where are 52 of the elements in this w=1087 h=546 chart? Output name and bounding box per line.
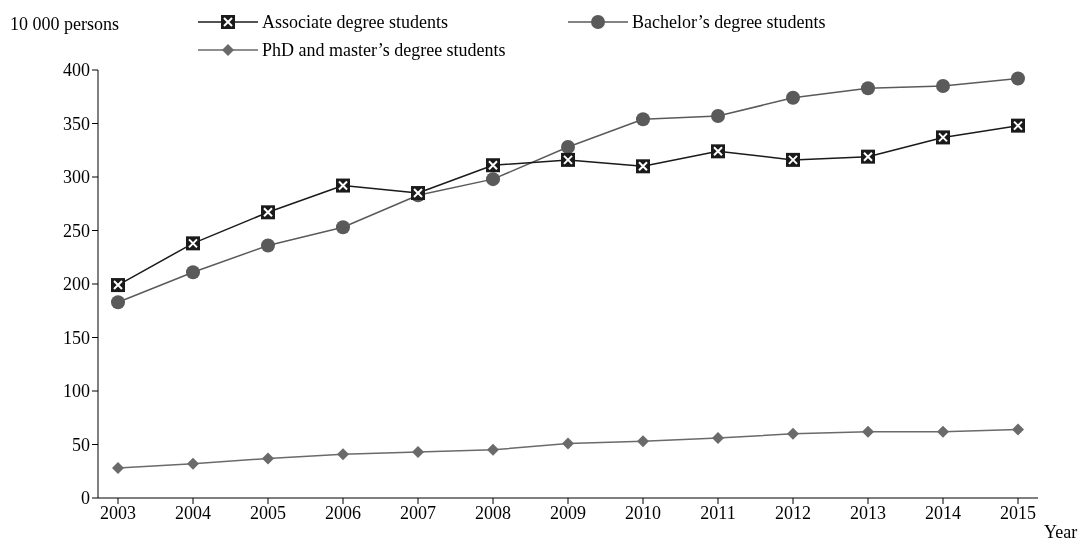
x-axis-title: Year — [1044, 522, 1078, 543]
y-tick-label: 250 — [63, 220, 90, 241]
point — [1012, 423, 1024, 436]
point — [186, 265, 200, 280]
x-tick-label: 2004 — [175, 502, 211, 523]
x-tick-label: 2014 — [925, 502, 961, 523]
y-tick-label: 0 — [81, 488, 90, 509]
point — [711, 109, 725, 124]
y-tick-label: 100 — [63, 381, 90, 402]
legend-label: Bachelor’s degree students — [632, 11, 826, 33]
point — [261, 238, 275, 253]
point — [187, 457, 199, 470]
x-tick-label: 2006 — [325, 502, 361, 523]
point — [336, 220, 350, 235]
y-tick-label: 300 — [63, 167, 90, 188]
point — [861, 81, 875, 96]
legend-label: Associate degree students — [262, 11, 448, 33]
point — [561, 140, 575, 155]
point — [562, 437, 574, 450]
y-axis-title: 10 000 persons — [10, 14, 119, 35]
y-tick-label: 50 — [72, 434, 90, 455]
x-tick-label: 2003 — [100, 502, 136, 523]
x-tick-label: 2010 — [625, 502, 661, 523]
point — [937, 425, 949, 438]
point — [862, 425, 874, 438]
x-tick-label: 2007 — [400, 502, 436, 523]
legend-label: PhD and master’s degree students — [262, 39, 506, 61]
x-tick-label: 2008 — [475, 502, 511, 523]
x-tick-label: 2011 — [700, 502, 736, 523]
y-tick-label: 150 — [63, 327, 90, 348]
x-tick-label: 2013 — [850, 502, 886, 523]
y-tick-label: 400 — [63, 60, 90, 81]
point — [636, 112, 650, 127]
point — [487, 443, 499, 456]
point — [786, 90, 800, 105]
x-tick-label: 2012 — [775, 502, 811, 523]
point — [337, 448, 349, 461]
point — [712, 432, 724, 445]
point — [412, 445, 424, 458]
point — [262, 452, 274, 465]
point — [112, 462, 124, 475]
x-tick-label: 2005 — [250, 502, 286, 523]
point — [111, 295, 125, 310]
point — [787, 427, 799, 440]
point — [637, 435, 649, 448]
x-tick-label: 2015 — [1000, 502, 1036, 523]
point — [486, 172, 500, 187]
y-tick-label: 350 — [63, 113, 90, 134]
x-tick-label: 2009 — [550, 502, 586, 523]
y-tick-label: 200 — [63, 274, 90, 295]
point — [1011, 71, 1025, 86]
point — [936, 79, 950, 94]
